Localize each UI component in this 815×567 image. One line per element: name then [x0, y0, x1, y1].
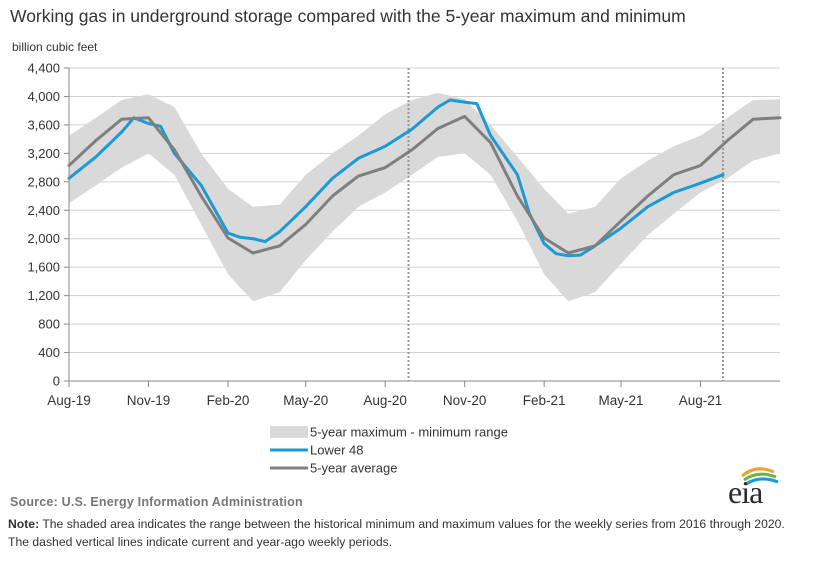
five-year-average-line — [67, 114, 782, 255]
x-tick-label: Aug-19 — [47, 393, 91, 408]
y-tick-label: 4,000 — [27, 89, 60, 104]
legend: 5-year maximum - minimum range Lower 48 5-… — [270, 425, 508, 476]
y-tick-label: 1,600 — [27, 260, 60, 275]
x-tick-label: May-21 — [599, 393, 644, 408]
legend-swatch-range — [270, 426, 308, 438]
chart-title: Working gas in underground storage compa… — [10, 6, 686, 26]
note-text: The shaded area indicates the range betw… — [8, 517, 785, 549]
range-band — [69, 92, 780, 302]
chart-note: Note: The shaded area indicates the rang… — [8, 515, 808, 551]
current-period-markers — [407, 68, 724, 381]
x-tick-label: Feb-21 — [523, 393, 566, 408]
source-label: Source: U.S. Energy Information Administ… — [10, 495, 303, 509]
x-tick-label: Feb-20 — [207, 393, 250, 408]
note-label: Note: — [8, 517, 40, 531]
y-tick-label: 400 — [38, 345, 60, 360]
axes: 0 400 800 1,200 1,600 2,000 2,400 2,800 3,200 3,6… — [27, 61, 780, 408]
storage-chart: 0 400 800 1,200 1,600 2,000 2,400 2,800 3,200 3,6… — [27, 61, 782, 476]
y-tick-label: 2,000 — [27, 231, 60, 246]
eia-logo-text: eia — [728, 474, 763, 510]
x-tick-label: Nov-19 — [127, 393, 171, 408]
eia-logo: eia — [722, 466, 792, 514]
y-tick-label: 800 — [38, 317, 60, 332]
y-tick-label: 1,200 — [27, 288, 60, 303]
x-tick-label: Aug-20 — [363, 393, 407, 408]
eia-logo-arcs-icon — [741, 467, 779, 486]
y-tick-label: 4,400 — [27, 61, 60, 76]
legend-label: Lower 48 — [310, 443, 363, 458]
y-tick-label: 3,600 — [27, 117, 60, 132]
y-tick-label: 3,200 — [27, 146, 60, 161]
x-tick-label: Nov-20 — [443, 393, 487, 408]
x-tick-label: May-20 — [283, 393, 328, 408]
y-tick-label: 0 — [53, 374, 60, 389]
x-tick-label: Aug-21 — [679, 393, 723, 408]
y-tick-label: 2,400 — [27, 203, 60, 218]
y-axis-unit-label: billion cubic feet — [12, 40, 98, 54]
range-band-area — [69, 92, 780, 302]
y-tick-label: 2,800 — [27, 174, 60, 189]
legend-label: 5-year average — [310, 461, 397, 476]
series-lines — [67, 98, 782, 258]
legend-label: 5-year maximum - minimum range — [310, 425, 508, 440]
